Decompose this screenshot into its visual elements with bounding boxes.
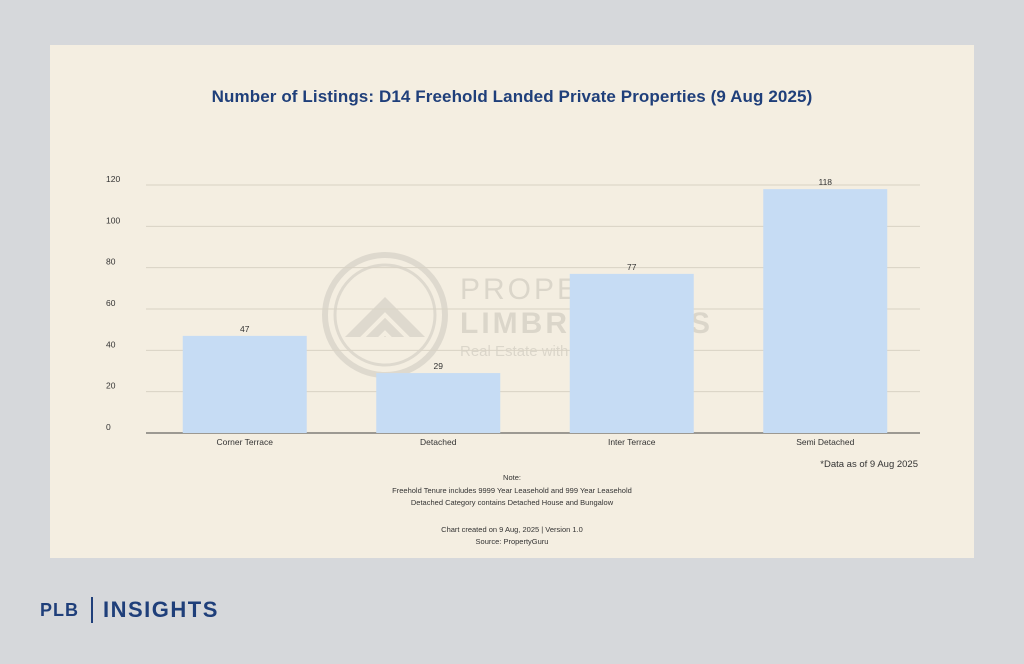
notes-heading: Note: (503, 473, 521, 482)
notes-line1: Freehold Tenure includes 9999 Year Lease… (392, 485, 632, 495)
y-tick-label: 60 (106, 298, 116, 308)
y-tick-label: 100 (106, 215, 120, 225)
chart-created-note: Chart created on 9 Aug, 2025 | Version 1… (441, 524, 583, 534)
y-tick-label: 0 (106, 422, 111, 432)
brand-plb: PLB (40, 599, 79, 620)
data-label: 118 (818, 177, 832, 187)
data-label: 29 (434, 361, 444, 371)
x-tick-label: Inter Terrace (608, 437, 656, 447)
x-tick-label: Corner Terrace (216, 437, 273, 447)
y-tick-label: 20 (106, 381, 116, 391)
y-tick-label: 120 (106, 174, 120, 184)
watermark-logo-icon (322, 252, 448, 378)
data-asof-annotation: *Data as of 9 Aug 2025 (820, 459, 918, 470)
brand-insights: INSIGHTS (103, 597, 219, 622)
chart-source-note: Source: PropertyGuru (475, 537, 549, 546)
x-tick-label: Detached (420, 437, 457, 447)
chart-card: Number of Listings: D14 Freehold Landed … (50, 45, 974, 558)
chart-title: Number of Listings: D14 Freehold Landed … (211, 87, 813, 106)
data-label: 77 (627, 262, 637, 272)
data-label: 47 (240, 324, 250, 334)
brand-divider (91, 597, 93, 623)
bar-chart: 0 20 40 60 80 100 120 47 Corner Terrace 29 Detache… (106, 174, 920, 447)
notes-line2: Detached Category contains Detached Hous… (410, 498, 614, 507)
brand-logo: PLB INSIGHTS (40, 597, 219, 623)
x-tick-label: Semi Detached (796, 437, 854, 447)
bar (569, 273, 694, 433)
bar (182, 335, 307, 433)
bar (376, 373, 501, 433)
y-tick-label: 40 (106, 339, 116, 349)
chart-notes: Note: Freehold Tenure includes 9999 Year… (50, 472, 974, 549)
bar (763, 189, 888, 433)
y-tick-label: 80 (106, 257, 116, 267)
